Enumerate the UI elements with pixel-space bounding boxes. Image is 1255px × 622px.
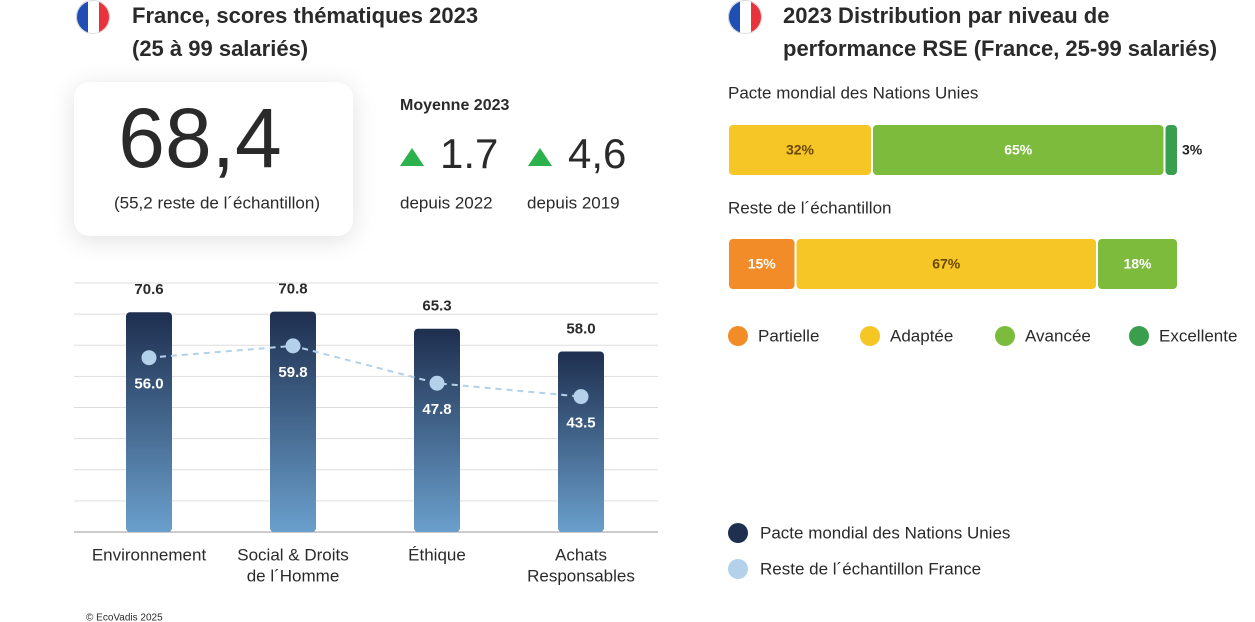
- kpi-card: [74, 82, 353, 236]
- bar-segment: [1165, 125, 1177, 175]
- line-value-label: 47.8: [422, 401, 451, 418]
- category-label: Reste de l´échantillon: [728, 198, 891, 217]
- segment-label: 15%: [748, 256, 777, 272]
- line-value-label: 59.8: [278, 364, 307, 381]
- legend-label: Pacte mondial des Nations Unies: [760, 523, 1010, 542]
- line-value-label: 43.5: [566, 415, 595, 432]
- kpi-average-label: Moyenne 2023: [400, 97, 509, 114]
- x-tick-label: Éthique: [408, 545, 466, 564]
- kpi-since: depuis 2019: [527, 193, 620, 212]
- bar: [270, 311, 316, 532]
- bar: [414, 328, 460, 532]
- x-tick-label: Environnement: [92, 545, 207, 564]
- kpi-score: 68,4: [118, 91, 282, 185]
- line-point: [429, 375, 445, 391]
- up-arrow: [528, 148, 552, 166]
- bar: [558, 351, 604, 532]
- line-point: [573, 389, 589, 405]
- bar-segment: [796, 239, 1096, 289]
- x-tick-label: Social & Droits: [237, 545, 348, 564]
- legend-label: Adaptée: [890, 326, 953, 345]
- legend-marker: [995, 326, 1015, 346]
- segment-label: 65%: [1004, 142, 1033, 158]
- bar-value-label: 70.6: [134, 281, 163, 298]
- x-tick-label: Achats: [555, 545, 607, 564]
- footer: © EcoVadis 2025: [86, 613, 163, 622]
- bar-segment: [1098, 239, 1177, 289]
- legend-label: Partielle: [758, 326, 819, 345]
- legend-marker: [728, 523, 748, 543]
- legend-marker: [1129, 326, 1149, 346]
- kpi-change: 4,6: [568, 130, 626, 177]
- kpi-note: (55,2 reste de l´échantillon): [114, 193, 320, 212]
- segment-label: 32%: [786, 142, 815, 158]
- chart-title: (25 à 99 salariés): [132, 36, 308, 61]
- flag-border: [728, 0, 762, 34]
- line-point: [285, 338, 301, 354]
- x-tick-label: Responsables: [527, 566, 635, 585]
- bar-value-label: 58.0: [566, 320, 595, 337]
- segment-label: 18%: [1123, 256, 1152, 272]
- legend-marker: [860, 326, 880, 346]
- legend-label: Avancée: [1025, 326, 1091, 345]
- x-tick-label: de l´Homme: [247, 566, 340, 585]
- bar-value-label: 70.8: [278, 281, 307, 298]
- category-label: Pacte mondial des Nations Unies: [728, 83, 978, 102]
- bar-segment: [873, 125, 1164, 175]
- legend-marker: [728, 559, 748, 579]
- line-value-label: 56.0: [134, 376, 163, 393]
- bar-value-label: 65.3: [422, 298, 451, 315]
- legend-label: Excellente: [1159, 326, 1237, 345]
- legend-label: Reste de l´échantillon France: [760, 559, 981, 578]
- up-arrow: [400, 148, 424, 166]
- legend-marker: [728, 326, 748, 346]
- segment-label: 3%: [1182, 142, 1203, 158]
- chart-title: 2023 Distribution par niveau de: [783, 3, 1109, 28]
- kpi-change: 1.7: [440, 130, 498, 177]
- bar-segment: [729, 125, 871, 175]
- chart-title: performance RSE (France, 25-99 salariés): [783, 36, 1217, 61]
- kpi-since: depuis 2022: [400, 193, 493, 212]
- bar: [126, 312, 172, 532]
- line: [148, 344, 582, 398]
- bar-segment: [729, 239, 795, 289]
- flag-border: [76, 0, 110, 34]
- line-point: [141, 350, 157, 366]
- chart-title: France, scores thématiques 2023: [132, 3, 478, 28]
- segment-label: 67%: [932, 256, 961, 272]
